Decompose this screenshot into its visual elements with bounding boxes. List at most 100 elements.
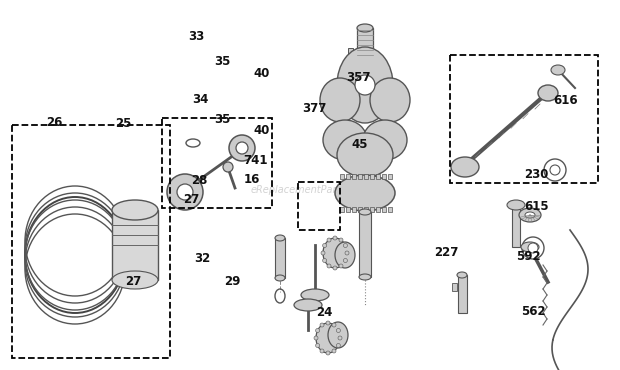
Bar — [376, 174, 380, 179]
Ellipse shape — [525, 212, 535, 218]
Circle shape — [314, 336, 318, 340]
Ellipse shape — [112, 271, 158, 289]
Bar — [382, 207, 386, 212]
Bar — [340, 207, 344, 212]
Circle shape — [320, 323, 324, 327]
Circle shape — [345, 251, 349, 255]
Bar — [298, 182, 340, 230]
Circle shape — [339, 264, 343, 268]
Circle shape — [338, 336, 342, 340]
Circle shape — [321, 251, 325, 255]
Circle shape — [333, 236, 337, 240]
Circle shape — [322, 259, 327, 262]
Ellipse shape — [328, 322, 348, 348]
Text: 29: 29 — [224, 275, 241, 289]
Bar — [376, 207, 380, 212]
Text: 26: 26 — [46, 115, 63, 129]
Circle shape — [326, 351, 330, 355]
Ellipse shape — [355, 75, 375, 95]
Circle shape — [177, 184, 193, 200]
Text: 24: 24 — [316, 306, 332, 319]
Text: 35: 35 — [214, 112, 230, 126]
Circle shape — [332, 323, 336, 327]
Ellipse shape — [370, 78, 410, 122]
Circle shape — [550, 165, 560, 175]
Text: 357: 357 — [346, 71, 371, 84]
Bar — [370, 207, 374, 212]
Ellipse shape — [316, 323, 340, 353]
Ellipse shape — [363, 120, 407, 160]
Circle shape — [337, 329, 340, 333]
Bar — [388, 207, 392, 212]
Ellipse shape — [538, 85, 558, 101]
Text: 40: 40 — [253, 124, 269, 137]
Circle shape — [236, 142, 248, 154]
Ellipse shape — [323, 238, 347, 268]
Bar — [450, 55, 598, 183]
Ellipse shape — [507, 200, 525, 210]
Ellipse shape — [335, 242, 355, 268]
Text: 230: 230 — [524, 168, 548, 181]
Circle shape — [320, 349, 324, 353]
Ellipse shape — [359, 209, 371, 215]
Ellipse shape — [112, 200, 158, 220]
Bar — [346, 174, 350, 179]
Text: 28: 28 — [191, 174, 207, 187]
Bar — [388, 174, 392, 179]
Ellipse shape — [457, 272, 467, 278]
Circle shape — [167, 174, 203, 210]
Circle shape — [333, 266, 337, 270]
Ellipse shape — [551, 65, 565, 75]
Circle shape — [332, 349, 336, 353]
Circle shape — [343, 243, 347, 248]
Text: 34: 34 — [192, 92, 208, 106]
Circle shape — [337, 343, 340, 347]
Bar — [162, 118, 272, 208]
Text: 227: 227 — [434, 246, 458, 259]
Circle shape — [327, 238, 331, 242]
Bar — [358, 207, 362, 212]
Bar — [112, 210, 158, 280]
Bar — [12, 125, 170, 358]
Ellipse shape — [359, 274, 371, 280]
Circle shape — [322, 243, 327, 248]
Bar — [340, 174, 344, 179]
Ellipse shape — [451, 157, 479, 177]
Text: 25: 25 — [115, 117, 131, 131]
Text: 35: 35 — [214, 54, 230, 68]
Bar — [352, 174, 356, 179]
Circle shape — [326, 321, 330, 325]
Circle shape — [339, 238, 343, 242]
Text: 27: 27 — [125, 275, 141, 289]
Text: 33: 33 — [188, 30, 204, 43]
Bar — [364, 174, 368, 179]
Ellipse shape — [337, 133, 393, 177]
Circle shape — [316, 343, 319, 347]
Circle shape — [316, 329, 319, 333]
Circle shape — [528, 243, 538, 253]
Ellipse shape — [320, 78, 360, 122]
Text: 616: 616 — [554, 94, 578, 107]
Ellipse shape — [275, 275, 285, 281]
Text: 27: 27 — [183, 193, 199, 206]
Circle shape — [343, 259, 347, 262]
Bar — [458, 275, 467, 313]
Ellipse shape — [294, 299, 322, 311]
Text: 377: 377 — [303, 102, 327, 115]
Text: 45: 45 — [352, 138, 368, 151]
Text: 32: 32 — [194, 252, 210, 265]
Ellipse shape — [337, 47, 393, 123]
Text: 16: 16 — [244, 173, 260, 186]
Ellipse shape — [335, 175, 395, 211]
Ellipse shape — [275, 235, 285, 241]
Bar — [346, 207, 350, 212]
Bar — [452, 283, 457, 291]
Bar — [364, 207, 368, 212]
Bar — [358, 174, 362, 179]
Bar — [370, 174, 374, 179]
Bar — [352, 207, 356, 212]
Bar — [382, 174, 386, 179]
Text: 40: 40 — [253, 67, 269, 80]
Bar — [359, 212, 371, 277]
Ellipse shape — [521, 242, 539, 252]
